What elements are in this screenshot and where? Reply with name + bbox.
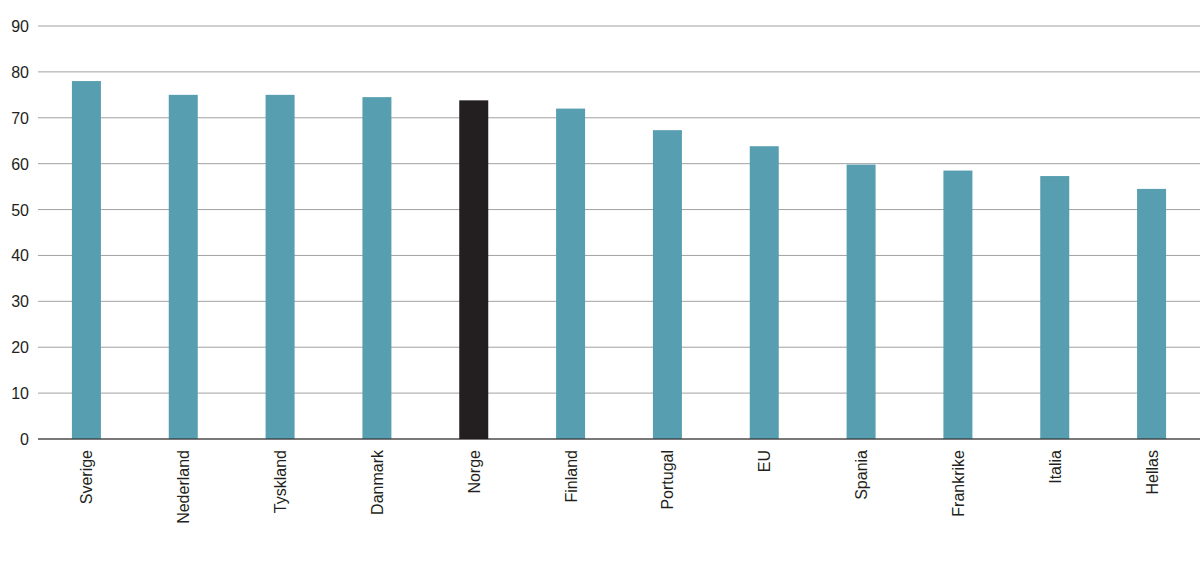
x-tick-label: Spania <box>853 450 870 500</box>
x-tick-label: Hellas <box>1144 450 1161 494</box>
grid-line <box>38 71 1200 72</box>
y-tick-label: 90 <box>11 18 29 35</box>
grid-line <box>38 393 1200 394</box>
y-tick-label: 0 <box>20 431 29 448</box>
y-tick-label: 30 <box>11 293 29 310</box>
grid-line <box>38 26 1200 27</box>
bar <box>847 165 876 439</box>
bar <box>750 146 779 439</box>
bar <box>556 109 585 439</box>
y-tick-label: 60 <box>11 156 29 173</box>
x-tick-label: Frankrike <box>950 450 967 517</box>
chart-container: 0 10 20 30 40 50 60 70 80 90 Sverige Nederland Tyskl… <box>0 0 1200 566</box>
bar <box>362 97 391 439</box>
x-tick-label: Sverige <box>78 450 95 504</box>
bar <box>943 171 972 439</box>
bars <box>72 81 1166 439</box>
bar <box>169 95 198 439</box>
chart: 0 10 20 30 40 50 60 70 80 90 Sverige Nederland Tyskl… <box>0 0 1200 566</box>
y-tick-label: 80 <box>11 64 29 81</box>
y-tick-label: 70 <box>11 110 29 127</box>
bar <box>72 81 101 439</box>
grid-line <box>38 347 1200 348</box>
bar <box>459 100 488 439</box>
x-axis <box>38 439 1200 440</box>
bar <box>653 130 682 439</box>
y-tick-label: 20 <box>11 339 29 356</box>
grid <box>38 26 1200 439</box>
x-tick-label: EU <box>756 450 773 472</box>
grid-line <box>38 163 1200 164</box>
grid-line <box>38 209 1200 210</box>
x-tick-label: Portugal <box>659 450 676 510</box>
grid-line <box>38 255 1200 256</box>
x-tick-label: Italia <box>1047 450 1064 484</box>
x-tick-label: Tyskland <box>272 450 289 513</box>
x-tick-label: Finland <box>563 450 580 502</box>
grid-line <box>38 117 1200 118</box>
grid-line <box>38 301 1200 302</box>
y-tick-label: 50 <box>11 202 29 219</box>
grid-line <box>38 439 1200 440</box>
x-tick-label: Nederland <box>175 450 192 524</box>
x-tick-label: Danmark <box>369 449 386 515</box>
y-tick-label: 40 <box>11 247 29 264</box>
x-tick-label: Norge <box>466 450 483 494</box>
bar <box>1137 189 1166 439</box>
bar <box>1040 176 1069 439</box>
bar <box>266 95 295 439</box>
y-tick-label: 10 <box>11 385 29 402</box>
